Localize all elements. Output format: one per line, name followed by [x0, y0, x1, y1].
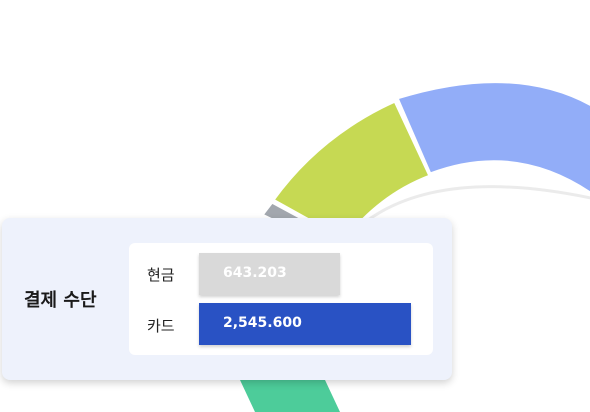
payment-values-panel: 현금 643.203 카드 2,545.600	[129, 243, 433, 355]
donut-segment-green	[240, 380, 340, 412]
card-title: 결제 수단	[24, 290, 97, 311]
card-value: 2,545.600	[223, 315, 302, 331]
cash-bar: 643.203	[199, 253, 340, 295]
donut-segment-blue	[394, 80, 590, 195]
cash-label: 현금	[147, 266, 175, 284]
card-bar: 2,545.600	[199, 303, 411, 345]
card-label: 카드	[147, 317, 175, 335]
cash-value: 643.203	[223, 265, 287, 281]
payment-method-card: 결제 수단 현금 643.203 카드 2,545.600	[2, 218, 452, 380]
donut-segment-lime	[270, 99, 433, 242]
